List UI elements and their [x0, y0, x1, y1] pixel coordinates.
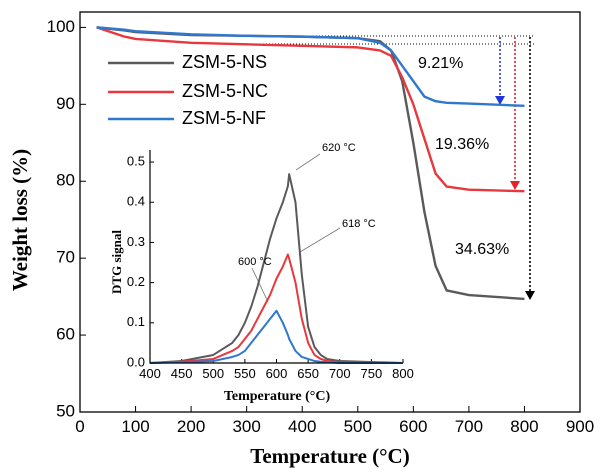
inset-annotation: 600 °C [238, 256, 272, 268]
inset-x-tick-label: 750 [361, 366, 383, 381]
inset-series-line [149, 253, 404, 364]
x-axis-title: Temperature (°C) [250, 444, 409, 468]
x-tick-label: 500 [344, 417, 372, 436]
inset-x-tick-label: 450 [171, 366, 193, 381]
inset-y-tick-label: 0.5 [127, 153, 145, 168]
inset-x-tick-label: 650 [297, 366, 319, 381]
reference-lines [215, 35, 535, 45]
y-tick-label: 50 [56, 401, 75, 420]
x-tick-label: 200 [177, 417, 205, 436]
loss-arrows [499, 37, 531, 293]
x-tick-label: 900 [566, 417, 594, 436]
inset-leaders [251, 153, 341, 303]
arrow-heads [495, 96, 535, 300]
inset-series-line [149, 173, 404, 364]
inset-x-tick-label: 550 [234, 366, 256, 381]
inset-series-line [149, 309, 403, 364]
inset-y-tick-label: 0.2 [127, 274, 145, 289]
series-line [96, 26, 525, 108]
inset-y-tick-label: 0.0 [127, 354, 145, 369]
plot-frame [79, 11, 581, 413]
inset-axes [149, 150, 403, 364]
x-tick-label: 300 [232, 417, 260, 436]
inset-x-axis-title: Temperature (°C) [224, 389, 331, 404]
inset-y-tick-label: 0.3 [127, 234, 145, 249]
x-tick-label: 400 [288, 417, 316, 436]
legend-label: ZSM-5-NF [182, 108, 266, 128]
inset-x-tick-label: 800 [392, 366, 414, 381]
legend-label: ZSM-5-NS [182, 52, 267, 72]
inset-y-tick-label: 0.4 [127, 194, 145, 209]
inset-x-tick-label: 600 [266, 366, 288, 381]
inset-x-tick-label: 700 [329, 366, 351, 381]
y-tick-label: 80 [56, 171, 75, 190]
y-axis-title: Weight loss (%) [8, 149, 32, 291]
inset-x-tick-label: 400 [139, 366, 161, 381]
annotation: 9.21% [418, 55, 463, 72]
series-line [96, 26, 525, 193]
x-tick-label: 0 [75, 417, 84, 436]
inset-y-tick-label: 0.1 [127, 314, 145, 329]
inset-x-tick-label: 500 [202, 366, 224, 381]
y-tick-label: 90 [56, 94, 75, 113]
inset-annotation: 618 °C [342, 218, 376, 230]
annotation: 19.36% [435, 136, 489, 153]
y-tick-label: 70 [56, 248, 75, 267]
inset-y-axis-title: DTG signal [109, 230, 124, 294]
x-tick-label: 600 [399, 417, 427, 436]
legend-label: ZSM-5-NC [182, 81, 268, 101]
x-tick-label: 100 [121, 417, 149, 436]
y-tick-label: 60 [56, 325, 75, 344]
x-tick-label: 700 [455, 417, 483, 436]
annotation: 34.63% [455, 241, 509, 258]
inset-annotation: 620 °C [322, 142, 356, 154]
x-tick-label: 800 [510, 417, 538, 436]
y-tick-label: 100 [47, 17, 75, 36]
